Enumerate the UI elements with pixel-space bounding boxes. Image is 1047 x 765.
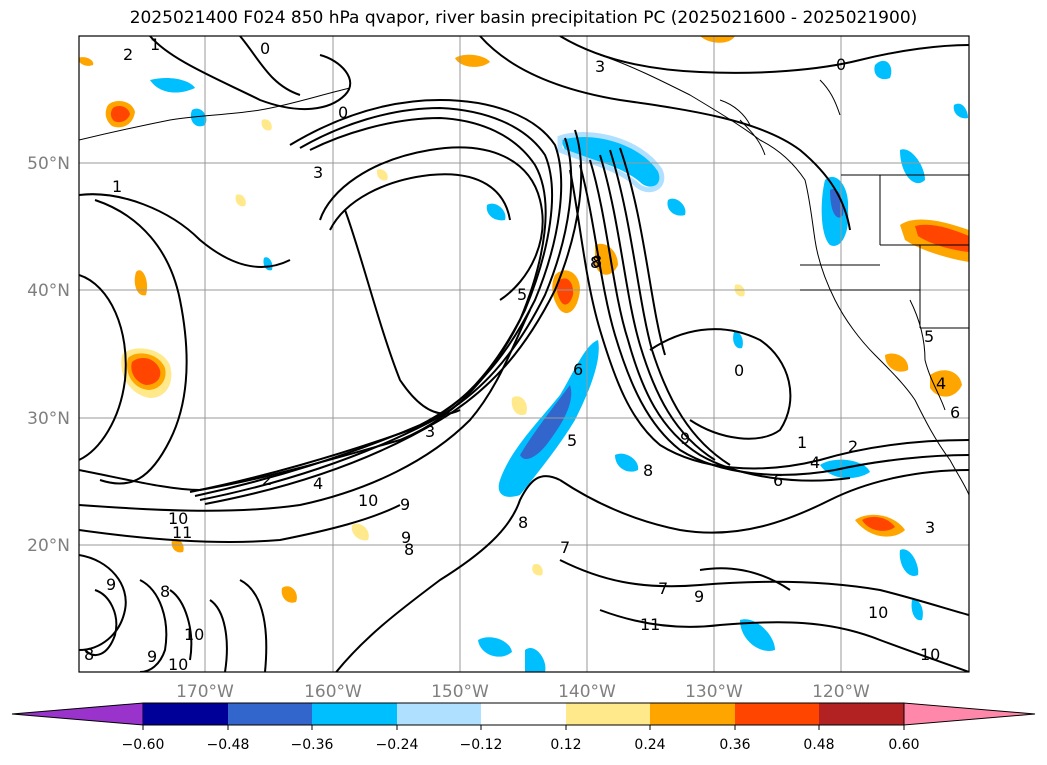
contour-label: 4 xyxy=(810,453,820,472)
colorbar-tick-label: −0.12 xyxy=(460,737,503,753)
contour-label: 8 xyxy=(84,645,94,664)
contour-label: 1 xyxy=(150,35,160,54)
lat-label-40n: 40°N xyxy=(27,281,70,301)
contour-label: 7 xyxy=(658,579,668,598)
colorbar-segment xyxy=(312,703,397,725)
contour-label: 2 xyxy=(848,437,858,456)
contour-label: 11 xyxy=(640,615,660,634)
lon-label-120w: 120°W xyxy=(812,682,870,702)
lon-label-150w: 150°W xyxy=(431,682,489,702)
colorbar-segment xyxy=(228,703,312,725)
colorbar-extend-low xyxy=(11,702,144,726)
contour-label: 9 xyxy=(694,587,704,606)
contour-label: 8 xyxy=(590,253,600,272)
contour-label: 5 xyxy=(924,327,934,346)
contour-label: 8 xyxy=(518,513,528,532)
contour-label: 7 xyxy=(560,538,570,557)
contour-label: 10 xyxy=(358,491,378,510)
contour-label: 10 xyxy=(168,655,188,674)
contour-label: 3 xyxy=(313,163,323,182)
colorbar-tick-label: 0.60 xyxy=(888,737,919,753)
contour-label: 2 xyxy=(123,45,133,64)
lon-label-130w: 130°W xyxy=(685,682,743,702)
colorbar-segment xyxy=(397,703,481,725)
contour-label: 8 xyxy=(404,540,414,559)
lat-label-50n: 50°N xyxy=(27,154,70,174)
contour-label: 5 xyxy=(517,285,527,304)
contour-label: 1 xyxy=(112,177,122,196)
qvapor-contours xyxy=(79,36,969,672)
contour-label: 9 xyxy=(680,429,690,448)
colorbar-tick-label: −0.60 xyxy=(122,737,165,753)
contour-label: 1 xyxy=(797,433,807,452)
contour-label: 10 xyxy=(184,625,204,644)
contour-label: 9 xyxy=(401,528,411,547)
contour-label: 0 xyxy=(836,55,846,74)
contour-labels: 1 2 0 3 0 3 1 0 5 8 6 5 0 1 2 4 6 8 9 3 … xyxy=(84,35,960,674)
contour-label: 5 xyxy=(567,431,577,450)
contour-label: 4 xyxy=(313,474,323,493)
colorbar-segment xyxy=(735,703,819,725)
contour-label: 8 xyxy=(160,582,170,601)
contour-label: 8 xyxy=(592,252,602,271)
colorbar-segment xyxy=(566,703,650,725)
contour-label: 3 xyxy=(425,422,435,441)
colorbar-tick-label: 0.48 xyxy=(803,737,834,753)
colorbar-tick-label: 0.24 xyxy=(634,737,665,753)
colorbar-segment xyxy=(819,703,904,725)
lon-label-170w: 170°W xyxy=(176,682,234,702)
contour-label: 9 xyxy=(106,575,116,594)
contour-label: 8 xyxy=(643,461,653,480)
contour-label: 0 xyxy=(260,39,270,58)
contour-label: 3 xyxy=(595,57,605,76)
colorbar-segment xyxy=(481,703,566,725)
colorbar-tick-label: −0.24 xyxy=(376,737,419,753)
coastlines xyxy=(79,54,969,496)
longitude-labels: 170°W 160°W 150°W 140°W 130°W 120°W xyxy=(176,682,870,702)
map-frame xyxy=(78,35,970,673)
contour-label: 11 xyxy=(172,523,192,542)
contour-label: 10 xyxy=(168,509,188,528)
contour-label: 3 xyxy=(925,518,935,537)
contour-label: 2 xyxy=(262,470,272,489)
contour-label: 9 xyxy=(400,495,410,514)
colorbar-segment xyxy=(650,703,735,725)
colorbar-tick-label: −0.48 xyxy=(207,737,250,753)
contour-label: 6 xyxy=(573,360,583,379)
colorbar-extend-high xyxy=(903,702,1036,726)
colorbar-tick-label: 0.12 xyxy=(550,737,581,753)
graticule xyxy=(79,36,969,672)
contour-label: 0 xyxy=(734,361,744,380)
colorbar: −0.60 −0.48 −0.36 −0.24 −0.12 0.12 0.24 … xyxy=(11,702,1036,753)
contour-label: 6 xyxy=(773,471,783,490)
colorbar-tick-label: 0.36 xyxy=(719,737,750,753)
contour-label: 4 xyxy=(936,374,946,393)
lon-label-160w: 160°W xyxy=(304,682,362,702)
colorbar-tick-label: −0.36 xyxy=(291,737,334,753)
lat-label-30n: 30°N xyxy=(27,409,70,429)
contour-label: 9 xyxy=(147,647,157,666)
lat-label-20n: 20°N xyxy=(27,536,70,556)
contour-label: 10 xyxy=(920,645,940,664)
map-title: 2025021400 F024 850 hPa qvapor, river ba… xyxy=(129,8,918,28)
latitude-labels: 50°N 40°N 30°N 20°N xyxy=(27,154,70,556)
lon-label-140w: 140°W xyxy=(558,682,616,702)
map-background xyxy=(79,36,969,672)
contour-label: 0 xyxy=(338,103,348,122)
contour-label: 6 xyxy=(950,403,960,422)
colorbar-segment xyxy=(143,703,228,725)
contour-label: 10 xyxy=(868,603,888,622)
